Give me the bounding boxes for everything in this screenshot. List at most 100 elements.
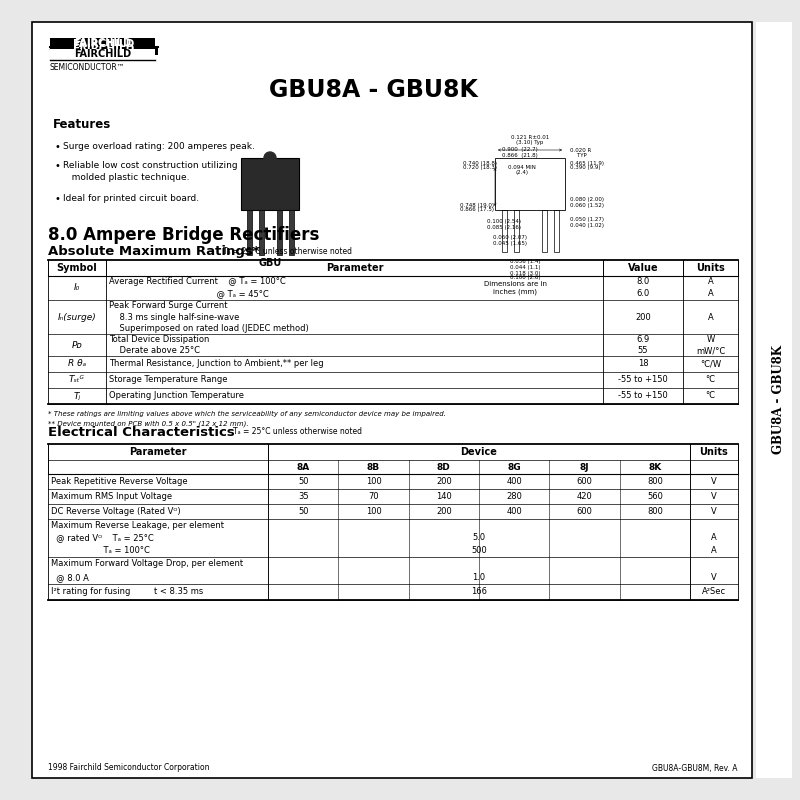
Text: Storage Temperature Range: Storage Temperature Range [109,375,227,385]
Text: Ideal for printed circuit board.: Ideal for printed circuit board. [63,194,199,203]
Text: Features: Features [53,118,111,131]
Text: DC Reverse Voltage (Rated Vᴼ): DC Reverse Voltage (Rated Vᴼ) [51,507,181,516]
Text: 600: 600 [577,477,593,486]
Text: 420: 420 [577,492,592,501]
Text: V: V [711,573,717,582]
Bar [542,210,546,252]
Text: GBU8A-GBU8M, Rev. A: GBU8A-GBU8M, Rev. A [653,763,738,773]
Bar [258,210,263,255]
Text: @ rated Vᴼ    Tₐ = 25°C: @ rated Vᴼ Tₐ = 25°C [51,534,154,542]
Bar [502,210,506,252]
Bar [50,49,155,59]
Text: Peak Forward Surge Current: Peak Forward Surge Current [109,301,227,310]
Text: FAIRCHILD: FAIRCHILD [74,49,131,59]
Text: Peak Repetitive Reverse Voltage: Peak Repetitive Reverse Voltage [51,477,188,486]
Text: @ Tₐ = 45°C: @ Tₐ = 45°C [109,290,269,298]
Text: Tⱼ: Tⱼ [74,391,81,401]
Text: °C: °C [706,375,715,385]
Text: Derate above 25°C: Derate above 25°C [109,346,200,355]
Text: 70: 70 [368,492,379,501]
Text: Tₐ = 25°C unless otherwise noted: Tₐ = 25°C unless otherwise noted [223,246,352,255]
Text: Tₐ = 25°C unless otherwise noted: Tₐ = 25°C unless otherwise noted [233,427,362,437]
Bar [289,210,294,255]
Text: Pᴅ: Pᴅ [71,341,82,350]
Circle shape [264,152,276,164]
Text: 600: 600 [577,507,593,516]
Text: 8.0 Ampere Bridge Rectifiers: 8.0 Ampere Bridge Rectifiers [48,226,319,244]
Text: 140: 140 [436,492,452,501]
Text: 0.060 (1.52): 0.060 (1.52) [570,202,604,207]
Text: 8G: 8G [507,462,521,471]
Text: @ 8.0 A: @ 8.0 A [51,573,89,582]
Text: 0.720 (18.3): 0.720 (18.3) [463,166,497,170]
Text: I²t rating for fusing         t < 8.35 ms: I²t rating for fusing t < 8.35 ms [51,587,203,597]
Text: Parameter: Parameter [326,263,383,273]
Text: 0.020 R
    TYP: 0.020 R TYP [570,147,591,158]
Text: A: A [711,534,717,542]
Text: FAIRCHILD: FAIRCHILD [74,39,134,49]
Text: 0.080 (2.00): 0.080 (2.00) [570,198,604,202]
Text: A: A [708,290,714,298]
Text: 50: 50 [298,477,309,486]
Text: 5.0: 5.0 [473,534,486,542]
Text: 6.9: 6.9 [636,335,650,344]
Text: Units: Units [700,447,728,457]
Text: 400: 400 [506,477,522,486]
Text: 166: 166 [471,587,487,597]
Bar [241,158,299,210]
Text: 0.748 (19.0): 0.748 (19.0) [460,202,494,207]
Text: A: A [711,546,717,555]
Text: 0.094 MIN
(2.4): 0.094 MIN (2.4) [508,165,536,175]
Text: 0.118 (3.0): 0.118 (3.0) [510,270,540,275]
Text: °C: °C [706,391,715,401]
Text: Average Rectified Current    @ Tₐ = 100°C: Average Rectified Current @ Tₐ = 100°C [109,278,286,286]
Text: V: V [711,492,717,501]
Text: W: W [706,335,714,344]
Text: Reliable low cost construction utilizing
   molded plastic technique.: Reliable low cost construction utilizing… [63,161,238,182]
Text: Operating Junction Temperature: Operating Junction Temperature [109,391,244,401]
Text: Maximum Reverse Leakage, per element: Maximum Reverse Leakage, per element [51,521,224,530]
Text: 100: 100 [366,477,382,486]
Text: Value: Value [628,263,658,273]
Text: 0.045 (1.65): 0.045 (1.65) [493,241,527,246]
Text: 0.040 (1.02): 0.040 (1.02) [570,222,604,227]
Text: A: A [708,278,714,286]
Text: Maximum Forward Voltage Drop, per element: Maximum Forward Voltage Drop, per elemen… [51,559,243,568]
Text: mW/°C: mW/°C [696,346,725,355]
Text: Tₐ = 100°C: Tₐ = 100°C [51,546,150,555]
Text: 0.121 R±0.01
(3.10) Typ: 0.121 R±0.01 (3.10) Typ [511,134,549,146]
Text: Iₙ(surge): Iₙ(surge) [58,313,96,322]
Text: •: • [55,161,61,171]
Text: Device: Device [461,447,498,457]
Text: 560: 560 [647,492,662,501]
Text: 50: 50 [298,507,309,516]
Text: 0.866 (17.5): 0.866 (17.5) [460,207,494,213]
Text: Maximum RMS Input Voltage: Maximum RMS Input Voltage [51,492,172,501]
Text: ** Device mounted on PCB with 0.5 x 0.5" (12 x 12 mm).: ** Device mounted on PCB with 0.5 x 0.5"… [48,421,249,427]
Text: 8K: 8K [648,462,662,471]
Text: 0.056 (1.4): 0.056 (1.4) [510,259,540,265]
Text: Electrical Characteristics: Electrical Characteristics [48,426,234,438]
Text: I₀: I₀ [74,283,80,293]
Text: 8B: 8B [367,462,380,471]
Text: FAIRCHILD: FAIRCHILD [74,38,131,48]
Text: Thermal Resistance, Junction to Ambient,** per leg: Thermal Resistance, Junction to Ambient,… [109,359,324,369]
Text: 0.044 (1.1): 0.044 (1.1) [510,265,540,270]
Text: 800: 800 [647,507,662,516]
Bar [554,210,558,252]
Text: 0.050 (1.27): 0.050 (1.27) [570,218,604,222]
Text: 800: 800 [647,477,662,486]
Text: •: • [55,142,61,152]
Bar [246,210,251,255]
Text: GBU: GBU [258,258,282,268]
Bar [756,22,792,778]
Text: Tₛₜᴳ: Tₛₜᴳ [69,375,85,385]
Text: Absolute Maximum Ratings*: Absolute Maximum Ratings* [48,245,260,258]
Text: A²Sec: A²Sec [702,587,726,597]
Text: 8.0: 8.0 [636,278,650,286]
Text: FAIRCHILD: FAIRCHILD [74,45,134,54]
Text: GBU8A - GBU8K: GBU8A - GBU8K [771,346,785,454]
Text: A: A [708,313,714,322]
Bar [277,210,282,255]
Bar [495,158,565,210]
